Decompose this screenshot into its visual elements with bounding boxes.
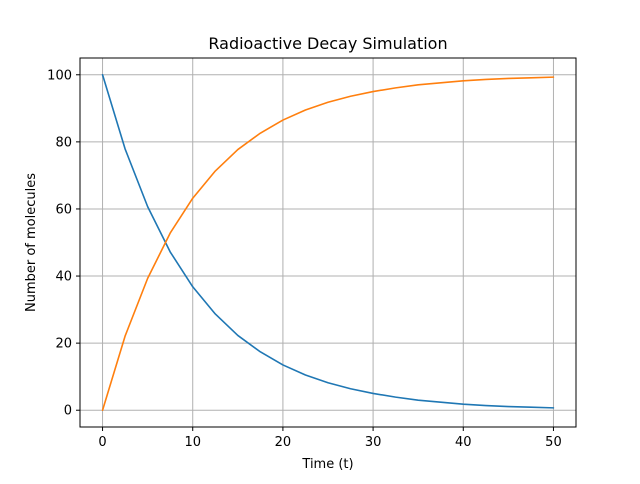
plot-frame xyxy=(79,57,577,428)
series-line-1 xyxy=(101,73,555,409)
x-tick-label: 50 xyxy=(545,435,562,450)
series-line-2 xyxy=(101,76,555,412)
series-lines xyxy=(101,73,555,412)
x-tick-label: 0 xyxy=(98,435,106,450)
axis-ticks: 0 10 20 30 40 50 0 20 40 60 80 100 xyxy=(47,68,562,450)
x-axis-label: Time (t) xyxy=(301,457,353,472)
x-tick-label: 30 xyxy=(365,435,382,450)
y-tick-label: 100 xyxy=(47,68,72,83)
x-tick-label: 10 xyxy=(184,435,201,450)
x-tick-label: 20 xyxy=(275,435,292,450)
x-tick-label: 40 xyxy=(455,435,472,450)
y-tick-label: 60 xyxy=(55,202,72,217)
chart-title: Radioactive Decay Simulation xyxy=(208,34,447,53)
y-tick-label: 0 xyxy=(64,404,72,419)
y-tick-label: 40 xyxy=(55,270,72,285)
y-tick-label: 80 xyxy=(55,135,72,150)
y-tick-label: 20 xyxy=(55,337,72,352)
y-axis-label: Number of molecules xyxy=(24,173,39,312)
